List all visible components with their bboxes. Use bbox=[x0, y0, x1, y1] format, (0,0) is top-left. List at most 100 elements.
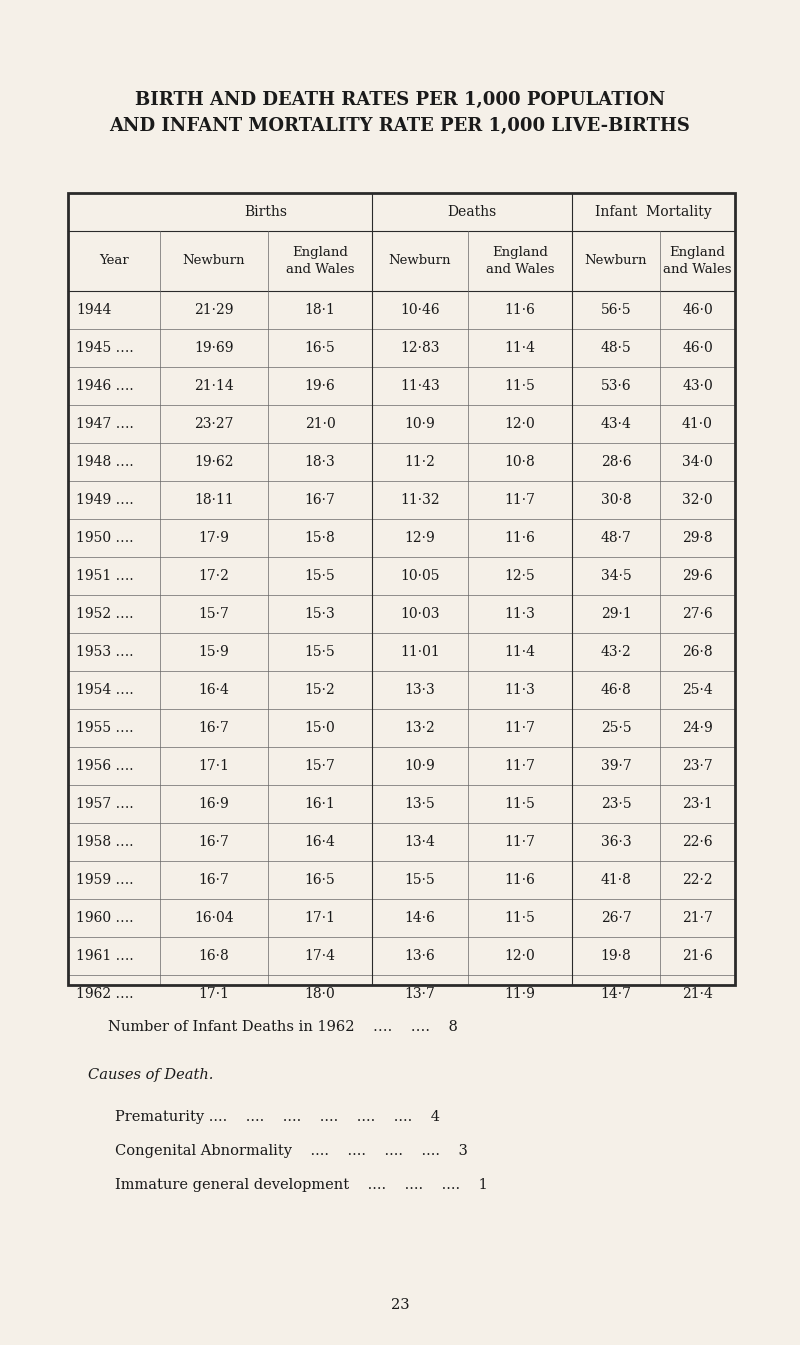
Text: 25·5: 25·5 bbox=[601, 721, 631, 734]
Text: 15·3: 15·3 bbox=[305, 607, 335, 621]
Text: 22·6: 22·6 bbox=[682, 835, 713, 849]
Text: 15·7: 15·7 bbox=[305, 759, 335, 773]
Text: Congenital Abnormality    ....    ....    ....    ....    3: Congenital Abnormality .... .... .... ..… bbox=[115, 1145, 468, 1158]
Text: 1949 ….: 1949 …. bbox=[76, 494, 134, 507]
Text: 16·5: 16·5 bbox=[305, 342, 335, 355]
Text: 1946 ….: 1946 …. bbox=[76, 379, 134, 393]
Text: 21·29: 21·29 bbox=[194, 303, 234, 317]
Text: 15·5: 15·5 bbox=[305, 569, 335, 582]
Text: 36·3: 36·3 bbox=[601, 835, 631, 849]
Text: 48·7: 48·7 bbox=[601, 531, 631, 545]
Text: 43·2: 43·2 bbox=[601, 646, 631, 659]
Text: 18·3: 18·3 bbox=[305, 455, 335, 469]
Text: 11·9: 11·9 bbox=[505, 987, 535, 1001]
Text: 34·0: 34·0 bbox=[682, 455, 713, 469]
Text: Newburn: Newburn bbox=[585, 254, 647, 268]
Text: 11·4: 11·4 bbox=[505, 646, 535, 659]
Bar bbox=[68, 192, 735, 985]
Text: Newburn: Newburn bbox=[182, 254, 246, 268]
Text: 41·8: 41·8 bbox=[601, 873, 631, 886]
Text: 41·0: 41·0 bbox=[682, 417, 713, 430]
Text: 21·4: 21·4 bbox=[682, 987, 713, 1001]
Text: 1947 ….: 1947 …. bbox=[76, 417, 134, 430]
Text: 39·7: 39·7 bbox=[601, 759, 631, 773]
Text: 23·5: 23·5 bbox=[601, 798, 631, 811]
Text: 24·9: 24·9 bbox=[682, 721, 713, 734]
Text: 16·7: 16·7 bbox=[198, 873, 230, 886]
Text: England
and Wales: England and Wales bbox=[486, 246, 554, 276]
Text: 10·9: 10·9 bbox=[405, 417, 435, 430]
Text: 43·4: 43·4 bbox=[601, 417, 631, 430]
Text: 53·6: 53·6 bbox=[601, 379, 631, 393]
Text: BIRTH AND DEATH RATES PER 1,000 POPULATION: BIRTH AND DEATH RATES PER 1,000 POPULATI… bbox=[135, 91, 665, 109]
Text: 12·83: 12·83 bbox=[400, 342, 440, 355]
Text: 11·6: 11·6 bbox=[505, 303, 535, 317]
Text: 1944: 1944 bbox=[76, 303, 111, 317]
Text: 17·4: 17·4 bbox=[305, 950, 335, 963]
Text: 11·2: 11·2 bbox=[405, 455, 435, 469]
Text: 11·5: 11·5 bbox=[505, 798, 535, 811]
Text: 13·4: 13·4 bbox=[405, 835, 435, 849]
Text: Number of Infant Deaths in 1962    ….    ….    8: Number of Infant Deaths in 1962 …. …. 8 bbox=[108, 1020, 458, 1034]
Text: 1959 ….: 1959 …. bbox=[76, 873, 134, 886]
Text: 11·6: 11·6 bbox=[505, 531, 535, 545]
Text: 16·7: 16·7 bbox=[198, 721, 230, 734]
Text: 1956 ….: 1956 …. bbox=[76, 759, 134, 773]
Text: 1945 ….: 1945 …. bbox=[76, 342, 134, 355]
Text: 16·4: 16·4 bbox=[198, 683, 230, 697]
Text: 11·3: 11·3 bbox=[505, 683, 535, 697]
Text: 28·6: 28·6 bbox=[601, 455, 631, 469]
Text: 16·5: 16·5 bbox=[305, 873, 335, 886]
Text: 15·2: 15·2 bbox=[305, 683, 335, 697]
Text: 11·6: 11·6 bbox=[505, 873, 535, 886]
Text: 11·7: 11·7 bbox=[505, 835, 535, 849]
Text: 16·1: 16·1 bbox=[305, 798, 335, 811]
Text: 32·0: 32·0 bbox=[682, 494, 713, 507]
Text: 15·5: 15·5 bbox=[405, 873, 435, 886]
Text: 1948 ….: 1948 …. bbox=[76, 455, 134, 469]
Text: 13·7: 13·7 bbox=[405, 987, 435, 1001]
Text: 18·1: 18·1 bbox=[305, 303, 335, 317]
Text: Newburn: Newburn bbox=[389, 254, 451, 268]
Text: 19·6: 19·6 bbox=[305, 379, 335, 393]
Text: 21·0: 21·0 bbox=[305, 417, 335, 430]
Text: 46·0: 46·0 bbox=[682, 303, 713, 317]
Text: 29·6: 29·6 bbox=[682, 569, 713, 582]
Text: 23·1: 23·1 bbox=[682, 798, 713, 811]
Text: 1953 ….: 1953 …. bbox=[76, 646, 134, 659]
Text: 15·9: 15·9 bbox=[198, 646, 230, 659]
Text: 12·5: 12·5 bbox=[505, 569, 535, 582]
Text: 15·7: 15·7 bbox=[198, 607, 230, 621]
Text: 13·5: 13·5 bbox=[405, 798, 435, 811]
Text: 17·1: 17·1 bbox=[305, 911, 335, 925]
Text: 29·1: 29·1 bbox=[601, 607, 631, 621]
Text: 34·5: 34·5 bbox=[601, 569, 631, 582]
Text: 11·01: 11·01 bbox=[400, 646, 440, 659]
Text: 11·43: 11·43 bbox=[400, 379, 440, 393]
Text: 17·1: 17·1 bbox=[198, 759, 230, 773]
Text: 12·0: 12·0 bbox=[505, 950, 535, 963]
Text: 46·8: 46·8 bbox=[601, 683, 631, 697]
Text: 10·46: 10·46 bbox=[400, 303, 440, 317]
Text: 13·3: 13·3 bbox=[405, 683, 435, 697]
Text: 16·4: 16·4 bbox=[305, 835, 335, 849]
Text: 29·8: 29·8 bbox=[682, 531, 713, 545]
Text: 11·7: 11·7 bbox=[505, 759, 535, 773]
Text: 10·03: 10·03 bbox=[400, 607, 440, 621]
Text: Year: Year bbox=[99, 254, 129, 268]
Text: 1950 ….: 1950 …. bbox=[76, 531, 134, 545]
Text: 1954 ….: 1954 …. bbox=[76, 683, 134, 697]
Text: 13·2: 13·2 bbox=[405, 721, 435, 734]
Text: 1958 ….: 1958 …. bbox=[76, 835, 134, 849]
Text: 10·05: 10·05 bbox=[400, 569, 440, 582]
Text: 19·69: 19·69 bbox=[194, 342, 234, 355]
Text: 10·8: 10·8 bbox=[505, 455, 535, 469]
Text: 21·14: 21·14 bbox=[194, 379, 234, 393]
Text: Infant  Mortality: Infant Mortality bbox=[595, 204, 712, 219]
Text: 16·8: 16·8 bbox=[198, 950, 230, 963]
Text: 22·2: 22·2 bbox=[682, 873, 713, 886]
Text: Causes of Death.: Causes of Death. bbox=[88, 1068, 214, 1081]
Text: 48·5: 48·5 bbox=[601, 342, 631, 355]
Text: 19·8: 19·8 bbox=[601, 950, 631, 963]
Text: 26·7: 26·7 bbox=[601, 911, 631, 925]
